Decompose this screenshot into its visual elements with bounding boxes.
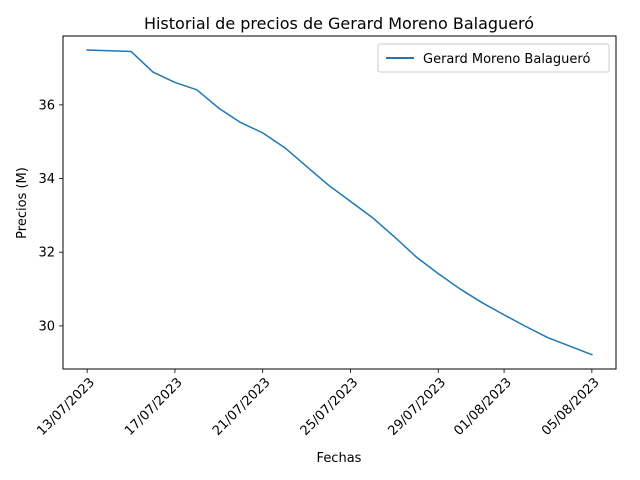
y-axis-label: Precios (M) <box>15 167 30 239</box>
y-axis: 30 32 34 36 <box>38 98 63 334</box>
legend-box <box>377 43 610 73</box>
y-tick-label: 32 <box>38 246 55 261</box>
plot-area <box>86 49 593 356</box>
legend-label: Gerard Moreno Balagueró <box>423 52 590 67</box>
chart-title: Historial de precios de Gerard Moreno Ba… <box>144 14 534 33</box>
series-line-0 <box>86 49 593 356</box>
y-tick-label: 34 <box>38 172 55 187</box>
y-tick-label: 36 <box>38 98 55 113</box>
y-tick-label: 30 <box>38 319 55 334</box>
legend: Gerard Moreno Balagueró <box>377 43 610 73</box>
x-axis-label: Fechas <box>317 451 362 466</box>
axes-frame <box>62 35 617 370</box>
